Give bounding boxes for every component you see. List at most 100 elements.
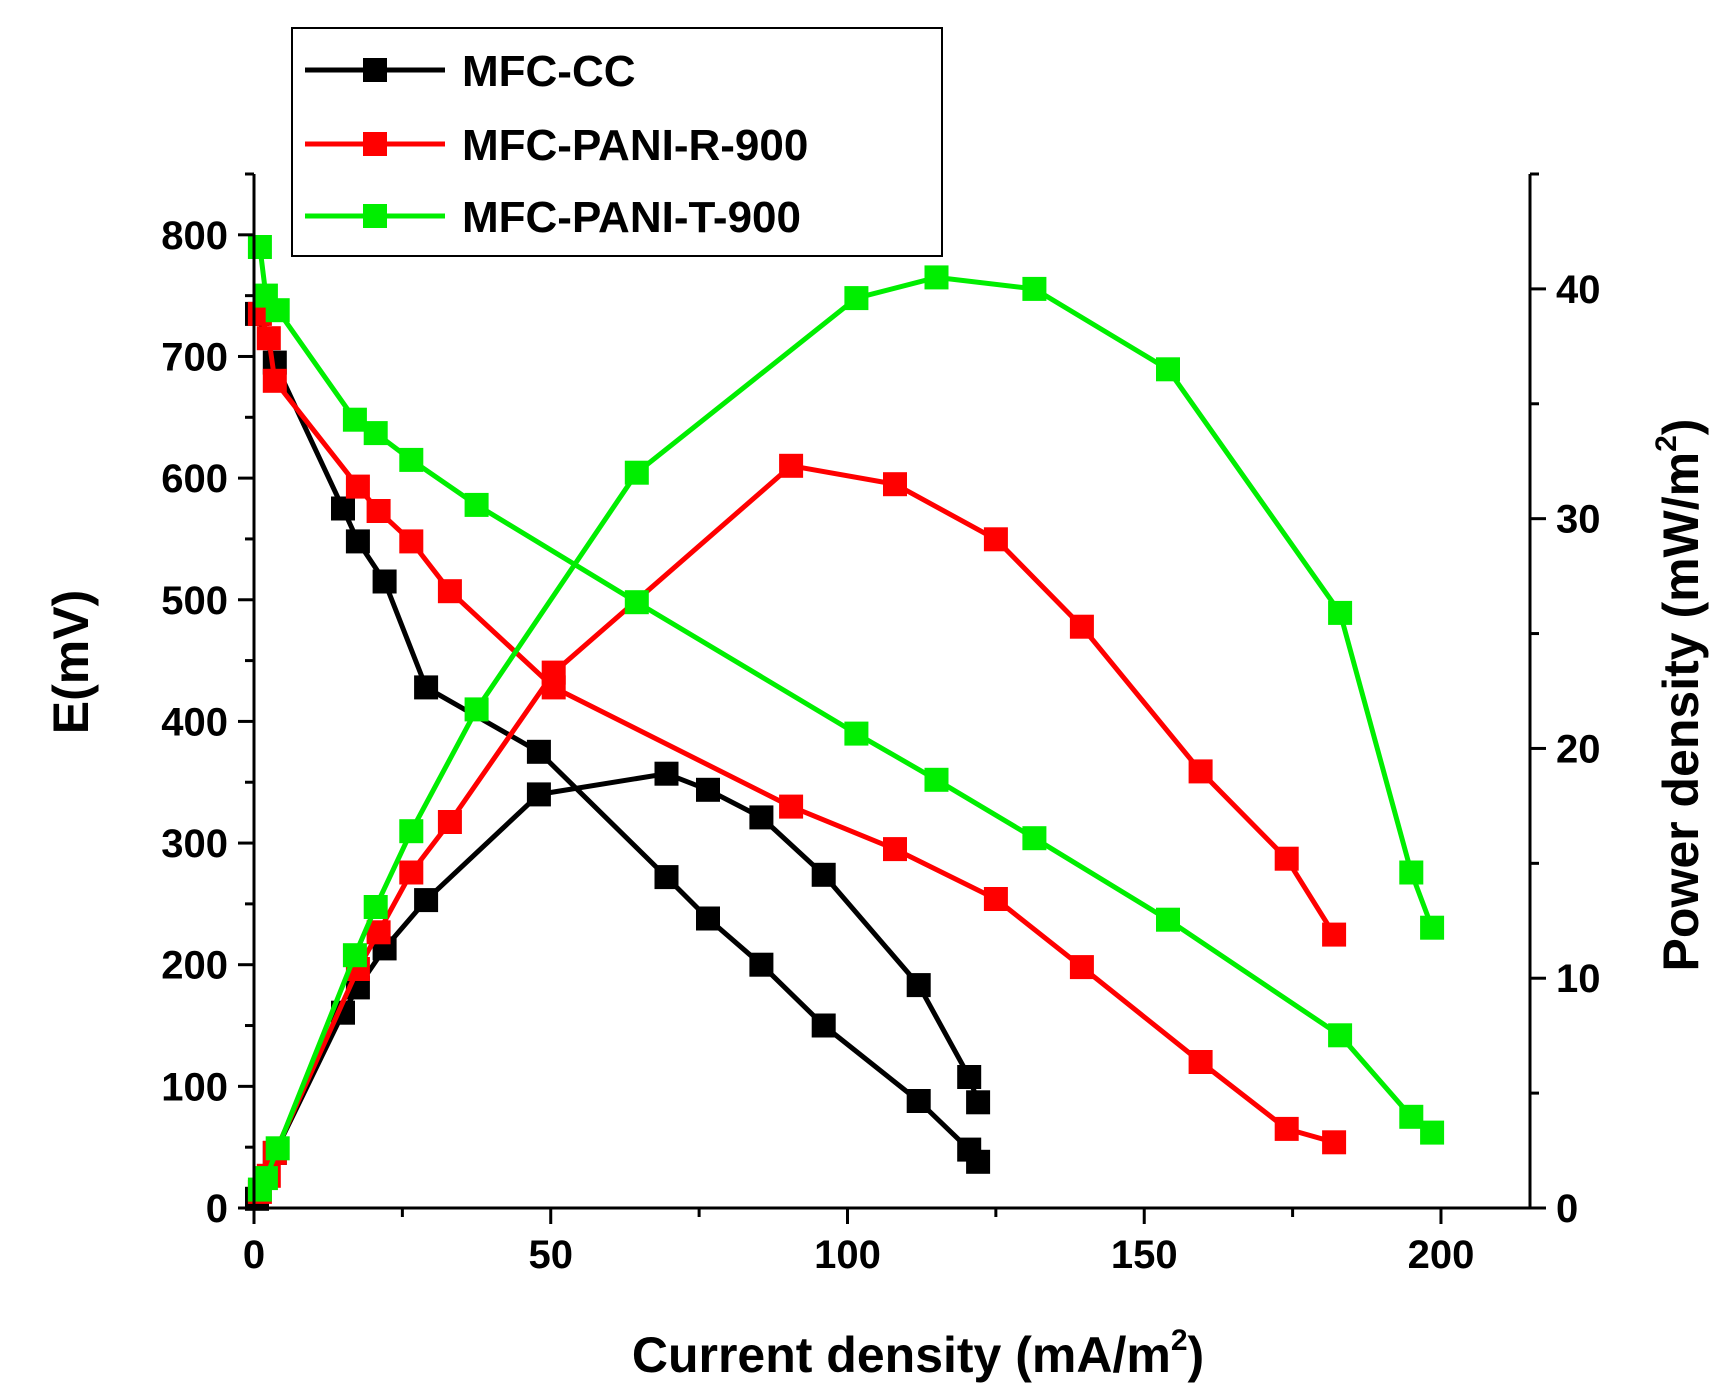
data-point-mfc-pani-t-900-polarization bbox=[1328, 1023, 1353, 1048]
data-point-mfc-pani-t-900-power bbox=[342, 943, 367, 968]
data-point-mfc-cc-power bbox=[906, 973, 931, 998]
data-point-mfc-pani-t-900-polarization bbox=[1022, 826, 1047, 851]
data-point-mfc-cc-polarization bbox=[526, 739, 551, 764]
right-y-tick-label: 40 bbox=[1556, 268, 1601, 312]
data-point-mfc-pani-t-900-polarization bbox=[363, 421, 388, 446]
data-point-mfc-pani-r-900-power bbox=[1322, 922, 1347, 947]
data-point-mfc-pani-t-900-power bbox=[844, 286, 869, 311]
data-point-mfc-pani-t-900-power bbox=[924, 265, 949, 290]
data-point-mfc-pani-t-900-power bbox=[253, 1166, 278, 1191]
data-point-mfc-pani-r-900-polarization bbox=[399, 529, 424, 554]
data-point-mfc-pani-t-900-power bbox=[265, 1136, 290, 1161]
legend-item-mfc-pani-t-900: MFC-PANI-T-900 bbox=[305, 193, 801, 242]
data-point-mfc-pani-t-900-power bbox=[363, 895, 388, 919]
legend-label-mfc-cc: MFC-CC bbox=[462, 47, 636, 96]
right-y-tick-label: 0 bbox=[1556, 1187, 1578, 1231]
data-point-mfc-pani-t-900-polarization bbox=[844, 721, 869, 746]
data-point-mfc-cc-power bbox=[811, 862, 836, 887]
data-point-mfc-cc-polarization bbox=[331, 496, 355, 521]
right-y-tick-label: 20 bbox=[1556, 727, 1601, 771]
left-y-tick-label: 400 bbox=[161, 700, 228, 744]
data-point-mfc-cc-polarization bbox=[414, 675, 439, 700]
data-point-mfc-pani-t-900-polarization bbox=[342, 407, 367, 432]
data-point-mfc-pani-t-900-polarization bbox=[1399, 1104, 1424, 1129]
series-line-mfc-pani-r-900-polarization bbox=[257, 313, 1335, 1145]
data-point-mfc-pani-r-900-power bbox=[983, 527, 1008, 552]
data-point-mfc-pani-t-900-polarization bbox=[924, 767, 949, 792]
data-point-mfc-cc-power bbox=[696, 777, 720, 802]
right-y-axis-title: Power density (mW/m2) bbox=[1650, 419, 1709, 972]
data-point-mfc-cc-polarization bbox=[811, 1013, 836, 1038]
data-point-mfc-pani-r-900-polarization bbox=[1322, 1130, 1347, 1155]
x-tick-label: 50 bbox=[528, 1233, 573, 1277]
legend-item-mfc-cc: MFC-CC bbox=[305, 47, 636, 96]
data-point-mfc-pani-t-900-power bbox=[464, 697, 489, 722]
data-point-mfc-pani-r-900-power bbox=[541, 660, 566, 685]
data-point-mfc-cc-power bbox=[749, 805, 774, 830]
left-y-tick-label: 700 bbox=[161, 335, 228, 379]
legend-label-mfc-pani-t-900: MFC-PANI-T-900 bbox=[462, 193, 801, 242]
data-point-mfc-pani-r-900-polarization bbox=[983, 887, 1008, 911]
x-tick-label: 100 bbox=[814, 1233, 881, 1277]
data-point-mfc-pani-r-900-polarization bbox=[779, 794, 804, 819]
left-y-axis-title: E(mV) bbox=[43, 590, 99, 734]
data-point-mfc-pani-t-900-power bbox=[1420, 915, 1445, 940]
left-y-tick-label: 500 bbox=[161, 579, 228, 623]
data-point-mfc-pani-r-900-power bbox=[1188, 759, 1213, 784]
left-y-tick-label: 800 bbox=[161, 214, 228, 258]
x-tick-label: 150 bbox=[1111, 1233, 1178, 1277]
data-point-mfc-pani-t-900-power bbox=[399, 819, 424, 844]
data-point-mfc-cc-polarization bbox=[372, 569, 397, 594]
x-tick-label: 200 bbox=[1408, 1233, 1475, 1277]
left-y-tick-label: 100 bbox=[161, 1065, 228, 1109]
legend-item-mfc-pani-r-900: MFC-PANI-R-900 bbox=[305, 121, 808, 170]
x-tick-label: 0 bbox=[243, 1233, 265, 1277]
data-point-mfc-pani-t-900-polarization bbox=[1420, 1120, 1445, 1145]
data-point-mfc-pani-r-900-polarization bbox=[345, 474, 370, 499]
data-point-mfc-pani-r-900-polarization bbox=[256, 326, 281, 351]
data-point-mfc-cc-polarization bbox=[749, 952, 774, 977]
data-point-mfc-pani-t-900-power bbox=[1328, 600, 1353, 625]
data-point-mfc-pani-r-900-polarization bbox=[437, 579, 462, 604]
axes-layer: 0 50 100 150 200 0 100 200 300 400 500 600 700 800 0 10… bbox=[161, 172, 1601, 1277]
right-y-tick-label: 10 bbox=[1556, 957, 1601, 1001]
data-point-mfc-cc-power bbox=[526, 782, 551, 807]
left-y-tick-label: 200 bbox=[161, 944, 228, 988]
data-point-mfc-pani-r-900-polarization bbox=[366, 499, 391, 523]
data-point-mfc-pani-r-900-polarization bbox=[262, 368, 287, 393]
data-point-mfc-pani-t-900-polarization bbox=[624, 590, 649, 615]
data-point-mfc-pani-r-900-power bbox=[399, 860, 424, 885]
data-point-mfc-pani-r-900-power bbox=[1069, 614, 1094, 639]
data-point-mfc-cc-polarization bbox=[966, 1149, 991, 1174]
legend: MFC-CC MFC-PANI-R-900 MFC-PANI-T-900 bbox=[291, 27, 943, 257]
data-point-mfc-pani-r-900-power bbox=[883, 472, 907, 497]
right-y-tick-label: 30 bbox=[1556, 498, 1601, 542]
data-point-mfc-pani-r-900-polarization bbox=[883, 837, 907, 862]
legend-marker-mfc-cc bbox=[363, 58, 387, 82]
left-y-tick-label: 0 bbox=[206, 1187, 228, 1231]
legend-label-mfc-pani-r-900: MFC-PANI-R-900 bbox=[462, 121, 808, 170]
data-point-mfc-pani-t-900-polarization bbox=[464, 492, 489, 517]
data-point-mfc-cc-power bbox=[414, 888, 439, 913]
data-point-mfc-pani-r-900-polarization bbox=[1274, 1116, 1299, 1141]
data-point-mfc-pani-t-900-power bbox=[1156, 357, 1180, 382]
data-point-mfc-pani-r-900-power bbox=[779, 453, 804, 478]
left-y-tick-label: 600 bbox=[161, 457, 228, 501]
data-point-mfc-pani-r-900-polarization bbox=[1188, 1050, 1213, 1074]
series-layer bbox=[245, 235, 1445, 1211]
x-axis-title: Current density (mA/m2) bbox=[632, 1324, 1204, 1383]
legend-marker-mfc-pani-r-900 bbox=[363, 132, 387, 156]
data-point-mfc-pani-t-900-polarization bbox=[247, 235, 272, 259]
data-point-mfc-pani-r-900-power bbox=[437, 810, 462, 834]
data-point-mfc-pani-r-900-polarization bbox=[1069, 955, 1094, 980]
data-point-mfc-cc-polarization bbox=[906, 1089, 931, 1113]
data-point-mfc-cc-polarization bbox=[696, 906, 720, 931]
data-point-mfc-pani-r-900-power bbox=[1274, 846, 1299, 871]
data-point-mfc-pani-t-900-power bbox=[624, 460, 649, 485]
data-point-mfc-pani-t-900-polarization bbox=[399, 447, 424, 472]
data-point-mfc-pani-t-900-power bbox=[1022, 276, 1047, 301]
legend-marker-mfc-pani-t-900 bbox=[363, 204, 387, 228]
data-point-mfc-cc-power bbox=[957, 1065, 982, 1089]
data-point-mfc-pani-t-900-polarization bbox=[1156, 907, 1180, 932]
